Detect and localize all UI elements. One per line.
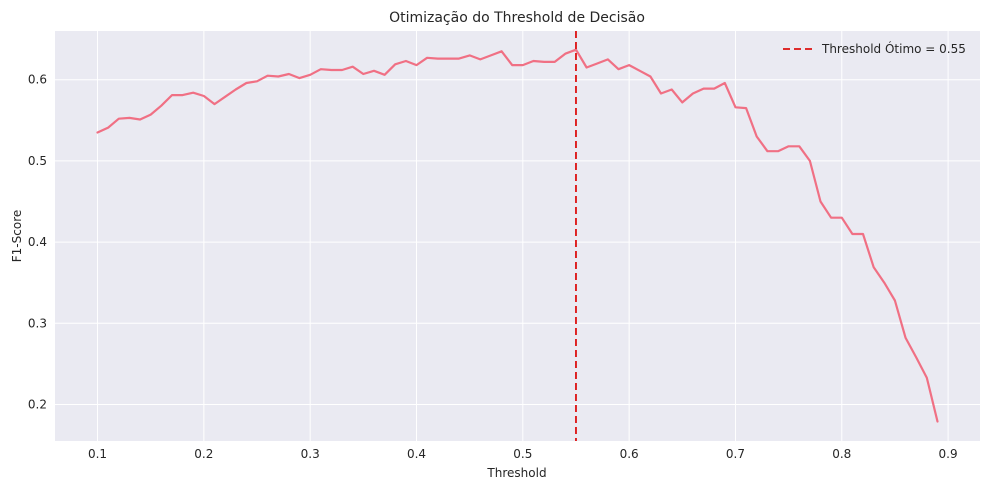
y-axis-label: F1-Score xyxy=(10,210,24,262)
data-layer xyxy=(96,31,939,441)
x-tick-label: 0.2 xyxy=(194,447,213,461)
y-tick-label: 0.2 xyxy=(28,397,47,411)
y-tick-label: 0.4 xyxy=(28,235,47,249)
chart-title: Otimização do Threshold de Decisão xyxy=(389,10,645,26)
y-tick-label: 0.6 xyxy=(28,73,47,87)
legend-label: Threshold Ótimo = 0.55 xyxy=(821,41,966,56)
tick-labels: 0.1 0.2 0.3 0.4 0.5 0.6 0.7 0.8 0.9 0.2 0.3 0.4 0.5 0… xyxy=(28,73,958,461)
legend: Threshold Ótimo = 0.55 xyxy=(783,41,966,56)
x-tick-label: 0.8 xyxy=(832,447,851,461)
grid-lines xyxy=(55,31,980,441)
x-tick-label: 0.5 xyxy=(513,447,532,461)
y-tick-label: 0.3 xyxy=(28,316,47,330)
f1-score-series-line xyxy=(96,48,939,423)
x-tick-label: 0.3 xyxy=(301,447,320,461)
x-tick-label: 0.1 xyxy=(88,447,107,461)
x-axis-label: Threshold xyxy=(486,466,546,480)
x-tick-label: 0.9 xyxy=(939,447,958,461)
x-tick-label: 0.6 xyxy=(620,447,639,461)
x-tick-label: 0.4 xyxy=(407,447,426,461)
x-tick-label: 0.7 xyxy=(726,447,745,461)
y-tick-label: 0.5 xyxy=(28,154,47,168)
